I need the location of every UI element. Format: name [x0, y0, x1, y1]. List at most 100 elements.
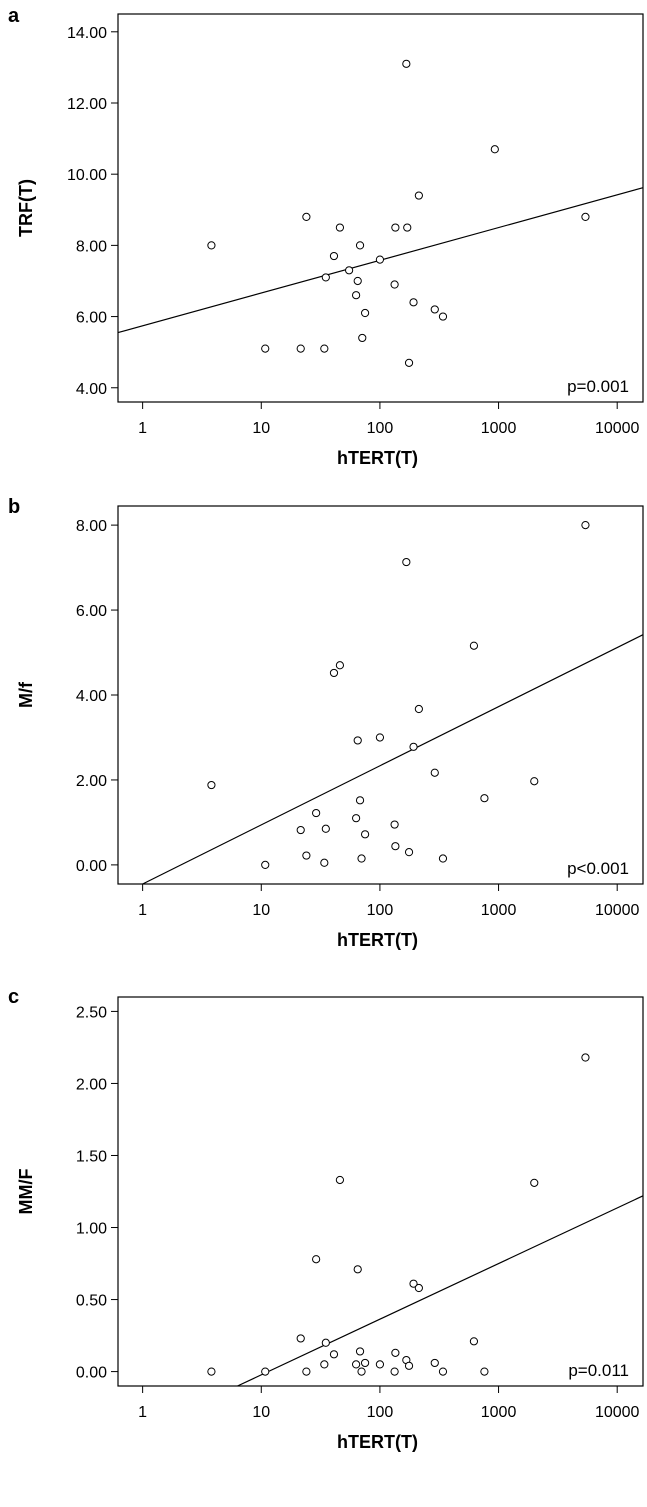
data-point — [430, 305, 439, 314]
x-tick-label: 1000 — [481, 420, 517, 437]
y-tick-label: 8.00 — [76, 238, 107, 255]
data-point — [404, 848, 414, 857]
x-tick-label: 10 — [252, 420, 270, 437]
x-tick-label: 10000 — [595, 420, 640, 437]
data-point — [480, 1367, 489, 1376]
x-tick-label: 100 — [367, 420, 394, 437]
data-point — [261, 1367, 270, 1376]
data-point — [335, 661, 345, 670]
x-tick-label: 100 — [367, 902, 394, 919]
data-point — [296, 1334, 305, 1343]
data-point — [438, 312, 448, 321]
data-point — [312, 1255, 321, 1264]
data-point — [409, 298, 418, 307]
data-point — [391, 842, 400, 851]
y-tick-label: 0.00 — [76, 1365, 107, 1382]
data-point — [391, 1348, 400, 1357]
data-point — [261, 860, 270, 869]
data-point — [360, 1358, 370, 1368]
data-point — [321, 1338, 330, 1347]
panel-letter: a — [8, 5, 20, 27]
plot-frame — [117, 505, 644, 885]
y-tick-label: 4.00 — [76, 381, 107, 398]
data-point — [490, 145, 499, 154]
data-point — [329, 1350, 339, 1359]
data-point — [355, 241, 365, 250]
y-tick-label: 10.00 — [67, 167, 107, 184]
panel-a: a 4.00 6.00 8.00 10.00 12.00 14.00 1 10 100 1000 10… — [8, 5, 644, 468]
data-point — [207, 1367, 216, 1376]
data-point — [353, 1265, 362, 1274]
data-point — [320, 858, 329, 867]
data-point — [530, 777, 539, 786]
panel-c: c 0.00 0.50 1.00 1.50 2.00 2.50 1 10 100 1000 10000… — [8, 986, 644, 1452]
y-tick-label: 1.50 — [76, 1148, 107, 1165]
data-point — [353, 736, 362, 745]
data-point — [360, 308, 370, 318]
data-point — [581, 521, 590, 530]
panel-b: b 0.00 2.00 4.00 6.00 8.00 1 10 100 1000 10000 hTER… — [8, 496, 644, 950]
data-point — [296, 825, 305, 835]
y-tick-label: 6.00 — [76, 310, 107, 327]
y-tick-label: 2.00 — [76, 773, 107, 790]
data-point — [357, 1367, 366, 1376]
data-point — [375, 255, 385, 264]
y-tick-label: 0.50 — [76, 1293, 107, 1310]
x-tick-label: 10000 — [595, 1404, 640, 1421]
data-point — [409, 1279, 418, 1288]
plot-frame — [117, 13, 644, 403]
data-point — [390, 280, 399, 289]
y-tick-label: 1.00 — [76, 1221, 107, 1238]
data-point — [430, 768, 439, 777]
data-point — [302, 1367, 311, 1376]
data-point — [404, 1361, 414, 1370]
data-point — [391, 223, 400, 232]
data-point — [358, 333, 367, 343]
data-point — [409, 742, 418, 751]
y-tick-label: 8.00 — [76, 518, 107, 535]
y-tick-label: 2.50 — [76, 1004, 107, 1021]
data-point — [404, 358, 414, 367]
data-point — [530, 1178, 539, 1187]
data-point — [414, 1283, 423, 1293]
x-tick-label: 10 — [252, 1404, 270, 1421]
data-point — [375, 733, 385, 742]
data-point — [352, 291, 361, 300]
data-point — [320, 344, 329, 353]
panel-letter: b — [8, 496, 20, 518]
data-point — [390, 820, 399, 829]
x-axis-label: hTERT(T) — [337, 1432, 418, 1452]
data-point — [302, 212, 311, 221]
x-axis-label: hTERT(T) — [337, 930, 418, 950]
regression-line — [237, 1195, 644, 1387]
data-point — [480, 794, 489, 803]
data-point — [335, 223, 345, 232]
x-tick-label: 1000 — [481, 1404, 517, 1421]
data-point — [353, 276, 362, 286]
data-point — [335, 1175, 345, 1185]
data-point — [352, 814, 361, 823]
panel-letter: c — [8, 986, 19, 1008]
data-point — [302, 851, 311, 860]
p-value-annotation: p=0.011 — [568, 1361, 629, 1380]
data-point — [414, 704, 423, 714]
y-tick-label: 14.00 — [67, 25, 107, 42]
plot-frame — [117, 996, 644, 1387]
y-tick-label: 0.00 — [76, 858, 107, 875]
data-point — [312, 808, 321, 818]
x-axis-label: hTERT(T) — [337, 448, 418, 468]
data-point — [438, 854, 448, 863]
y-axis-label: MM/F — [16, 1169, 36, 1215]
x-tick-label: 1 — [138, 420, 147, 437]
data-point — [581, 212, 590, 221]
regression-line — [142, 634, 644, 885]
data-point — [321, 273, 330, 282]
data-point — [390, 1367, 399, 1376]
data-point — [402, 59, 411, 68]
p-value-annotation: p<0.001 — [567, 859, 629, 878]
data-point — [414, 191, 423, 200]
data-point — [469, 1337, 479, 1346]
data-point — [320, 1360, 329, 1369]
data-point — [207, 780, 216, 790]
